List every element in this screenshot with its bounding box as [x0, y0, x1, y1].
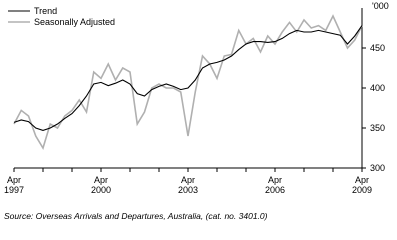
- x-tick-label: Apr 2003: [178, 175, 198, 195]
- y-tick-label: 300: [370, 163, 385, 173]
- line-series: [13, 14, 363, 150]
- y-tick-label: 350: [370, 123, 385, 133]
- y-tick-label: 400: [370, 83, 385, 93]
- x-tick-label: Apr 2009: [352, 175, 372, 195]
- chart: '000 Source: Overseas Arrivals and Depar…: [4, 1, 389, 221]
- legend-label: Seasonally Adjusted: [34, 17, 115, 27]
- y-unit-label: '000: [372, 1, 389, 11]
- x-tick-label: Apr 1997: [4, 175, 24, 195]
- legend-label: Trend: [34, 6, 57, 16]
- y-tick-label: 450: [370, 43, 385, 53]
- source-note: Source: Overseas Arrivals and Departures…: [4, 211, 268, 221]
- x-tick-label: Apr 2006: [265, 175, 285, 195]
- line-series: [13, 25, 363, 131]
- x-tick-label: Apr 2000: [91, 175, 111, 195]
